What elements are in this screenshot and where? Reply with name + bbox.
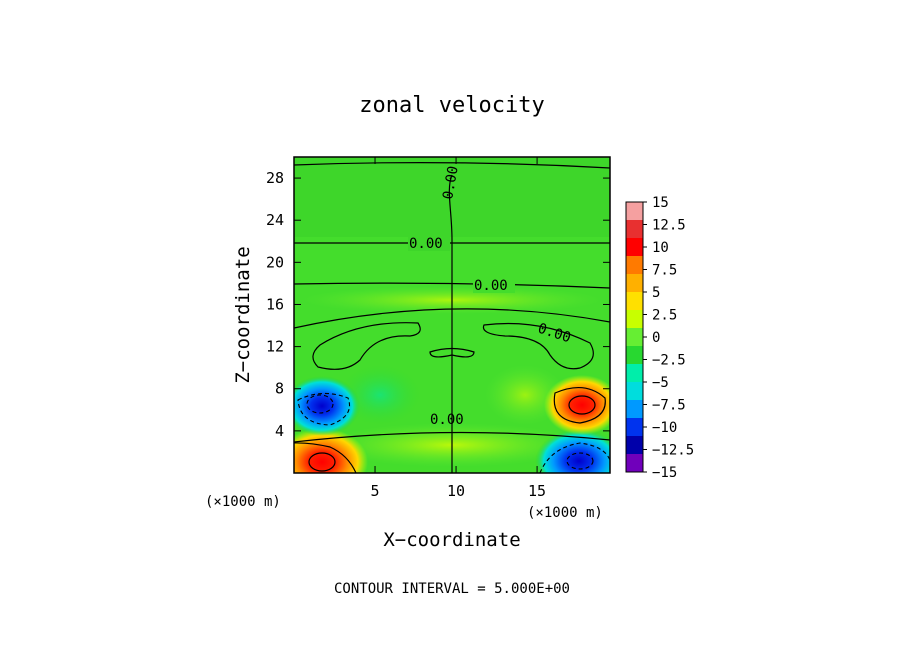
colorbar-swatch-14 <box>626 454 643 473</box>
colorbar-label-11: −12.5 <box>652 443 694 459</box>
y-tick-label-6: 28 <box>266 169 284 187</box>
colorbar-label-1: 12.5 <box>652 218 686 234</box>
colorbar-swatch-6 <box>626 310 643 329</box>
chart-title: zonal velocity <box>359 93 544 118</box>
contour-center <box>448 174 453 473</box>
negative-min-bottom-right <box>535 429 610 473</box>
contour-right-lobe <box>482 322 594 370</box>
colorbar-label-5: 2.5 <box>652 308 677 324</box>
x-axis-title: X−coordinate <box>383 529 520 551</box>
colorbar-label-9: −7.5 <box>652 398 686 414</box>
colorbar-swatch-12 <box>626 418 643 437</box>
colorbar-swatch-13 <box>626 436 643 455</box>
colorbar-swatch-4 <box>626 274 643 293</box>
contour-label-20: 0.00 <box>474 278 508 294</box>
x-tick-label-2: 15 <box>528 482 546 500</box>
colorbar-swatch-3 <box>626 256 643 275</box>
colorbar-swatch-10 <box>626 382 643 401</box>
x-unit-right: (×1000 m) <box>527 505 603 521</box>
label-bg-20 <box>473 275 515 293</box>
colorbar-swatch-0 <box>626 202 643 221</box>
colorbar-swatch-1 <box>626 220 643 239</box>
axis-tick-labels: 5 10 15 4 8 12 16 20 24 28 <box>266 169 546 500</box>
contour-label-top: 0.00 <box>440 165 462 201</box>
positive-max-bottom-left <box>294 428 368 473</box>
contour-lines <box>294 162 610 473</box>
colorbar-label-12: −15 <box>652 465 677 481</box>
x-tick-label-1: 10 <box>447 482 465 500</box>
y-tick-label-5: 24 <box>266 211 284 229</box>
contour-peak-bottom-left <box>308 452 336 472</box>
contour-left-lobe <box>312 322 421 370</box>
x-unit-left: (×1000 m) <box>205 494 281 510</box>
negative-contours <box>297 392 610 473</box>
y-tick-label-0: 4 <box>275 422 284 440</box>
x-tick-label-0: 5 <box>371 482 380 500</box>
plot-frame <box>293 156 611 474</box>
colorbar-label-7: −2.5 <box>652 353 686 369</box>
y-tick-label-4: 20 <box>266 253 284 271</box>
negative-min-left <box>294 376 360 436</box>
contour-label-4: 0.00 <box>430 412 464 428</box>
y-tick-label-2: 12 <box>266 338 284 356</box>
colorbar-swatch-5 <box>626 292 643 311</box>
heatmap-field: 0.00 0.00 0.00 0.00 0.00 <box>294 157 610 473</box>
colorbar-swatch-9 <box>626 364 643 383</box>
colorbar-label-8: −5 <box>652 375 669 391</box>
axis-ticks <box>294 157 610 473</box>
contour-left-negative <box>297 392 351 426</box>
contour-trough-bottom-right <box>566 452 594 470</box>
positive-max-right <box>544 375 610 435</box>
colorbar-swatch-2 <box>626 238 643 257</box>
contour-label-group: 0.00 0.00 0.00 0.00 0.00 <box>408 165 573 428</box>
colorbar-label-3: 7.5 <box>652 263 677 279</box>
colorbar: 15 12.5 10 7.5 5 2.5 0 −2.5 −5 −7.5 −10 −12.5 −15 <box>625 195 694 481</box>
colorbar-swatch-11 <box>626 400 643 419</box>
contour-right-positive <box>553 387 606 424</box>
contour-label-24: 0.00 <box>409 236 443 252</box>
colorbar-label-2: 10 <box>652 240 669 256</box>
contour-bottom-left-positive <box>294 442 357 473</box>
colorbar-label-4: 5 <box>652 285 660 301</box>
colorbar-label-0: 15 <box>652 195 669 211</box>
contour-center-blob <box>429 347 475 358</box>
colorbar-label-6: 0 <box>652 330 660 346</box>
contour-top <box>294 162 610 169</box>
y-tick-label-3: 16 <box>266 295 284 313</box>
label-bg-24 <box>408 233 450 251</box>
colorbar-swatch-7 <box>626 328 643 347</box>
y-tick-label-1: 8 <box>275 380 284 398</box>
contour-peak-right <box>568 395 596 415</box>
contour-bottom-right-negative <box>539 442 610 473</box>
y-axis-title: Z−coordinate <box>232 246 254 383</box>
contour-interval-note: CONTOUR INTERVAL = 5.000E+00 <box>334 581 570 597</box>
left-negative-shade <box>340 365 420 425</box>
colorbar-swatch-8 <box>626 346 643 365</box>
contour-trough-left <box>306 394 334 414</box>
colorbar-label-10: −10 <box>652 420 677 436</box>
